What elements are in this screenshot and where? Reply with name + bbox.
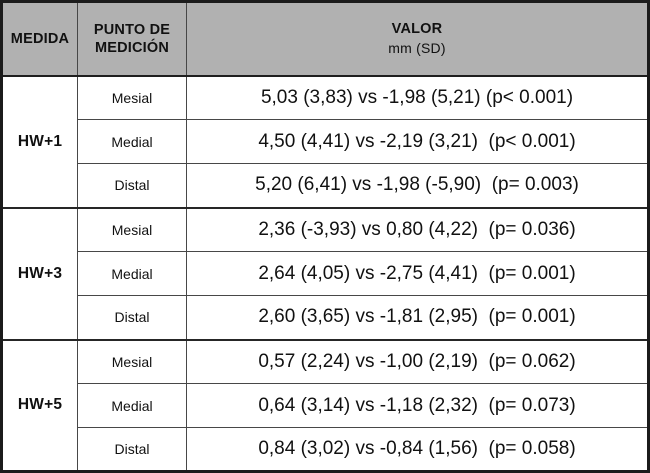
- valor-cell: 5,20 (6,41) vs -1,98 (-5,90) (p= 0.003): [186, 163, 649, 208]
- table-row: HW+1 Mesial 5,03 (3,83) vs -1,98 (5,21) …: [1, 74, 649, 208]
- table-row: Medial 4,50 (4,41) vs -2,19 (3,21) (p< 0…: [2, 119, 649, 164]
- punto-cell: Distal: [77, 163, 187, 208]
- punto-cell: Mesial: [77, 206, 187, 252]
- table-row: Distal 5,20 (6,41) vs -1,98 (-5,90) (p= …: [2, 163, 649, 208]
- header-punto-de-medicion: PUNTO DE MEDICIÓN: [77, 1, 187, 77]
- table-header-row: MEDIDA PUNTO DE MEDICIÓN VALOR mm (SD): [1, 1, 649, 77]
- medida-hw1: HW+1: [1, 74, 78, 208]
- header-valor: VALOR mm (SD): [186, 1, 649, 77]
- valor-cell: 0,64 (3,14) vs -1,18 (2,32) (p= 0.073): [186, 383, 649, 428]
- header-valor-unit: mm (SD): [388, 39, 446, 56]
- punto-cell: Medial: [77, 119, 187, 164]
- valor-cell: 0,57 (2,24) vs -1,00 (2,19) (p= 0.062): [186, 338, 649, 384]
- medida-hw5: HW+5: [1, 338, 78, 472]
- punto-cell: Medial: [77, 383, 187, 428]
- table-row: HW+3 Mesial 2,36 (-3,93) vs 0,80 (4,22) …: [1, 206, 649, 340]
- valor-cell: 2,36 (-3,93) vs 0,80 (4,22) (p= 0.036): [186, 206, 649, 252]
- header-medida: MEDIDA: [1, 1, 78, 77]
- table-row: Distal 2,60 (3,65) vs -1,81 (2,95) (p= 0…: [2, 295, 649, 340]
- valor-cell: 0,84 (3,02) vs -0,84 (1,56) (p= 0.058): [186, 427, 649, 472]
- table-row: Medial 2,64 (4,05) vs -2,75 (4,41) (p= 0…: [2, 251, 649, 296]
- valor-cell: 2,60 (3,65) vs -1,81 (2,95) (p= 0.001): [186, 295, 649, 340]
- medida-hw3: HW+3: [1, 206, 78, 340]
- table-row: Distal 0,84 (3,02) vs -0,84 (1,56) (p= 0…: [2, 427, 649, 472]
- valor-cell: 4,50 (4,41) vs -2,19 (3,21) (p< 0.001): [186, 119, 649, 164]
- valor-cell: 2,64 (4,05) vs -2,75 (4,41) (p= 0.001): [186, 251, 649, 296]
- punto-cell: Mesial: [77, 338, 187, 384]
- table-row: HW+5 Mesial 0,57 (2,24) vs -1,00 (2,19) …: [1, 338, 649, 472]
- punto-cell: Distal: [77, 295, 187, 340]
- punto-cell: Mesial: [77, 74, 187, 120]
- punto-cell: Medial: [77, 251, 187, 296]
- header-valor-title: VALOR: [391, 21, 443, 38]
- valor-cell: 5,03 (3,83) vs -1,98 (5,21) (p< 0.001): [186, 74, 649, 120]
- table-row: Medial 0,64 (3,14) vs -1,18 (2,32) (p= 0…: [2, 383, 649, 428]
- punto-cell: Distal: [77, 427, 187, 472]
